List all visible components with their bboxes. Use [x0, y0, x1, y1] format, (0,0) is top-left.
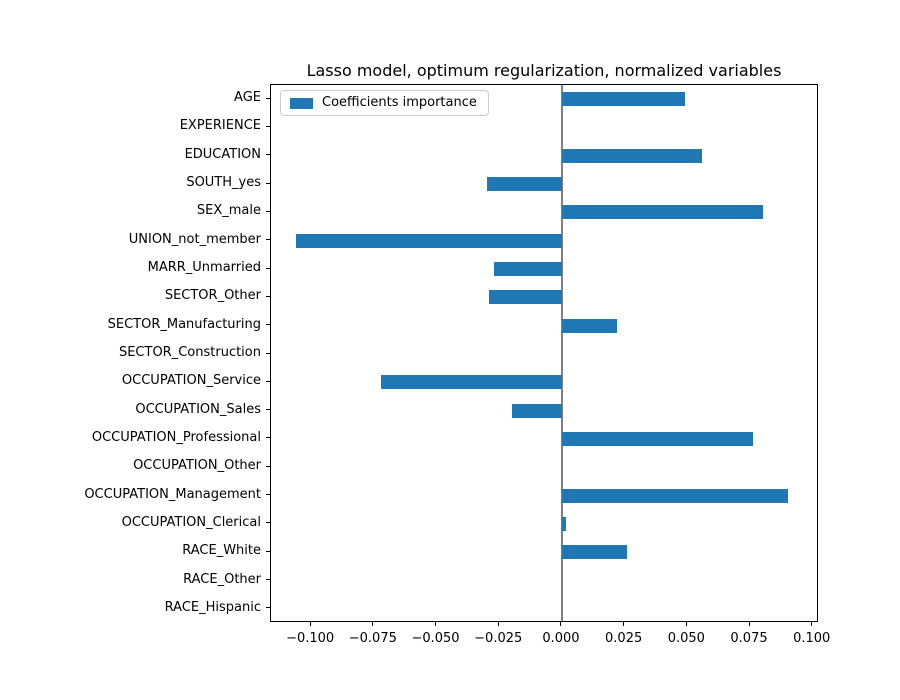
zero-line: [560, 85, 563, 621]
xtick-mark: [309, 622, 311, 626]
xtick-label: −0.100: [286, 631, 335, 646]
bar-OCCUPATION_Service: [381, 375, 562, 390]
bar-OCCUPATION_Management: [561, 488, 788, 503]
ytick-mark: [266, 579, 270, 581]
ytick-mark: [266, 154, 270, 156]
ytick-label-UNION_not_member: UNION_not_member: [128, 231, 261, 247]
xtick-label: −0.050: [411, 631, 460, 646]
ytick-label-EDUCATION: EDUCATION: [184, 146, 261, 162]
xtick-label: 0.100: [793, 631, 831, 646]
ytick-label-AGE: AGE: [234, 90, 261, 106]
plot-area: Coefficients importance: [270, 84, 818, 622]
xtick-mark: [748, 622, 750, 626]
xtick-label: −0.075: [348, 631, 397, 646]
legend: Coefficients importance: [280, 90, 489, 116]
bar-SECTOR_Manufacturing: [561, 318, 618, 333]
bar-OCCUPATION_Professional: [561, 431, 753, 446]
xtick-label: 0.025: [605, 631, 643, 646]
ytick-mark: [266, 352, 270, 354]
bar-EDUCATION: [561, 148, 703, 163]
ytick-mark: [266, 267, 270, 269]
ytick-label-OCCUPATION_Clerical: OCCUPATION_Clerical: [121, 514, 261, 530]
bar-OCCUPATION_Sales: [511, 403, 562, 418]
bar-OCCUPATION_Clerical: [561, 516, 566, 531]
xtick-label: −0.025: [474, 631, 523, 646]
ytick-mark: [266, 522, 270, 524]
bar-SECTOR_Other: [489, 290, 562, 305]
ytick-label-SECTOR_Other: SECTOR_Other: [164, 288, 261, 304]
bar-MARR_Unmarried: [494, 262, 562, 277]
bar-SEX_male: [561, 205, 763, 220]
xtick-mark: [435, 622, 437, 626]
ytick-label-SECTOR_Construction: SECTOR_Construction: [118, 345, 261, 360]
ytick-mark: [266, 97, 270, 99]
xtick-mark: [811, 622, 813, 626]
ytick-mark: [266, 295, 270, 297]
ytick-label-OCCUPATION_Management: OCCUPATION_Management: [84, 486, 261, 502]
ytick-mark: [266, 437, 270, 439]
bar-AGE: [561, 92, 685, 107]
ytick-label-SOUTH_yes: SOUTH_yes: [186, 175, 261, 191]
ytick-label-OCCUPATION_Sales: OCCUPATION_Sales: [135, 401, 261, 417]
ytick-mark: [266, 465, 270, 467]
xtick-mark: [685, 622, 687, 626]
ytick-mark: [266, 324, 270, 326]
xtick-label: 0.000: [542, 631, 580, 646]
xtick-mark: [497, 622, 499, 626]
ytick-mark: [266, 182, 270, 184]
xtick-mark: [560, 622, 562, 626]
xtick-mark: [623, 622, 625, 626]
ytick-label-RACE_Other: RACE_Other: [183, 571, 261, 587]
ytick-label-MARR_Unmarried: MARR_Unmarried: [147, 260, 261, 276]
ytick-mark: [266, 239, 270, 241]
ytick-label-RACE_Hispanic: RACE_Hispanic: [164, 599, 261, 615]
ytick-label-OCCUPATION_Service: OCCUPATION_Service: [121, 373, 261, 389]
chart-title: Lasso model, optimum regularization, nor…: [306, 61, 782, 80]
xtick-label: 0.075: [730, 631, 768, 646]
bar-SOUTH_yes: [486, 177, 562, 192]
ytick-mark: [266, 409, 270, 411]
ytick-mark: [266, 380, 270, 382]
ytick-mark: [266, 210, 270, 212]
ytick-label-OCCUPATION_Professional: OCCUPATION_Professional: [91, 429, 261, 445]
bar-RACE_White: [561, 545, 628, 560]
ytick-mark: [266, 607, 270, 609]
ytick-label-SEX_male: SEX_male: [196, 203, 261, 219]
ytick-label-SECTOR_Manufacturing: SECTOR_Manufacturing: [107, 316, 261, 332]
xtick-mark: [372, 622, 374, 626]
legend-label: Coefficients importance: [322, 95, 477, 110]
bar-UNION_not_member: [296, 233, 562, 248]
ytick-label-OCCUPATION_Other: OCCUPATION_Other: [133, 458, 261, 474]
ytick-mark: [266, 494, 270, 496]
legend-swatch: [290, 97, 313, 109]
ytick-label-EXPERIENCE: EXPERIENCE: [179, 118, 261, 134]
ytick-mark: [266, 550, 270, 552]
xtick-label: 0.050: [667, 631, 705, 646]
ytick-label-RACE_White: RACE_White: [182, 543, 261, 559]
ytick-mark: [266, 125, 270, 127]
